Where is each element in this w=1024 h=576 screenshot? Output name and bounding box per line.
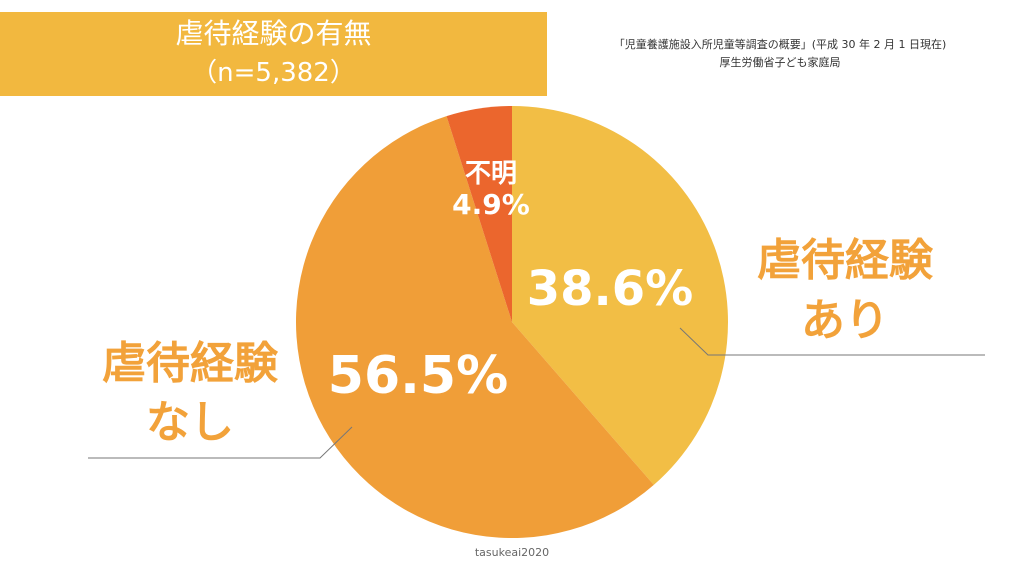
credit: tasukeai2020 (474, 546, 550, 559)
pct-label-nashi: 56.5% (328, 346, 508, 406)
category-label-nashi-line2: なし (146, 397, 234, 448)
pie-slices (295, 106, 728, 539)
source-line-1: 「児童養護施設入所児童等調査の概要」(平成 30 年 2 月 1 日現在) (613, 38, 947, 51)
pie-slice-ari (512, 106, 728, 485)
source-note: 「児童養護施設入所児童等調査の概要」(平成 30 年 2 月 1 日現在) 厚生… (560, 36, 1000, 72)
name-label-fumei: 不明 (465, 159, 517, 189)
category-label-ari-line1: 虐待経験 (757, 235, 934, 286)
leader-line-ari (679, 327, 985, 356)
title-banner: 虐待経験の有無 （n=5,382） (0, 12, 547, 96)
category-label-ari-line2: あり (801, 295, 889, 346)
pie-slice-nashi (295, 116, 654, 539)
chart-title: 虐待経験の有無 (175, 17, 372, 50)
sample-size: （n=5,382） (191, 58, 356, 88)
pct-label-ari: 38.6% (527, 261, 694, 317)
category-label-nashi-line1: 虐待経験 (102, 338, 279, 389)
source-line-2: 厚生労働省子ども家庭局 (719, 56, 841, 69)
pie-slice-fumei (446, 106, 512, 322)
pct-label-fumei: 4.9% (452, 188, 530, 221)
leader-line-nashi (88, 426, 353, 459)
